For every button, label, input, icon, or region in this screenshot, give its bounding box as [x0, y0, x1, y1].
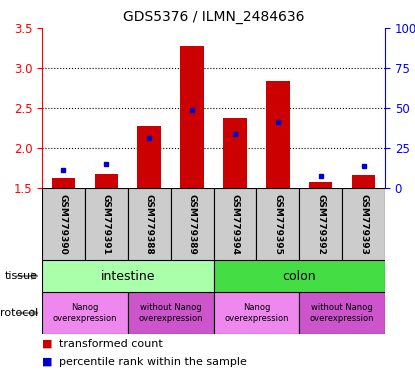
Text: protocol: protocol	[0, 308, 38, 318]
Bar	[213, 260, 385, 292]
Text: ■: ■	[42, 339, 53, 349]
Bar	[85, 188, 128, 260]
Bar	[213, 188, 256, 260]
Text: GSM779395: GSM779395	[273, 194, 282, 255]
Title: GDS5376 / ILMN_2484636: GDS5376 / ILMN_2484636	[123, 10, 304, 24]
Text: GSM779391: GSM779391	[102, 194, 111, 255]
Text: Nanog
overexpression: Nanog overexpression	[224, 303, 288, 323]
Bar	[352, 175, 375, 188]
Bar	[51, 179, 75, 188]
Text: without Nanog
overexpression: without Nanog overexpression	[310, 303, 374, 323]
Bar	[180, 46, 204, 188]
Text: transformed count: transformed count	[59, 339, 162, 349]
Text: percentile rank within the sample: percentile rank within the sample	[59, 357, 247, 367]
Text: GSM779390: GSM779390	[59, 194, 68, 254]
Bar	[42, 260, 213, 292]
Text: GSM779393: GSM779393	[359, 194, 368, 255]
Bar	[95, 174, 118, 188]
Text: GSM779392: GSM779392	[316, 194, 325, 255]
Bar	[309, 182, 332, 188]
Bar	[213, 292, 299, 334]
Bar	[42, 292, 128, 334]
Text: without Nanog
overexpression: without Nanog overexpression	[138, 303, 203, 323]
Text: GSM779388: GSM779388	[145, 194, 154, 254]
Bar	[128, 292, 213, 334]
Text: colon: colon	[283, 270, 316, 283]
Text: tissue: tissue	[5, 271, 38, 281]
Bar	[256, 188, 299, 260]
Text: ■: ■	[42, 357, 53, 367]
Text: Nanog
overexpression: Nanog overexpression	[53, 303, 117, 323]
Bar	[128, 188, 171, 260]
Bar	[299, 292, 385, 334]
Bar	[171, 188, 213, 260]
Bar	[42, 188, 85, 260]
Bar	[266, 81, 290, 188]
Text: GSM779389: GSM779389	[188, 194, 197, 255]
Bar	[223, 118, 247, 188]
Text: intestine: intestine	[100, 270, 155, 283]
Bar	[299, 188, 342, 260]
Bar	[137, 126, 161, 188]
Bar	[342, 188, 385, 260]
Text: GSM779394: GSM779394	[230, 194, 239, 255]
